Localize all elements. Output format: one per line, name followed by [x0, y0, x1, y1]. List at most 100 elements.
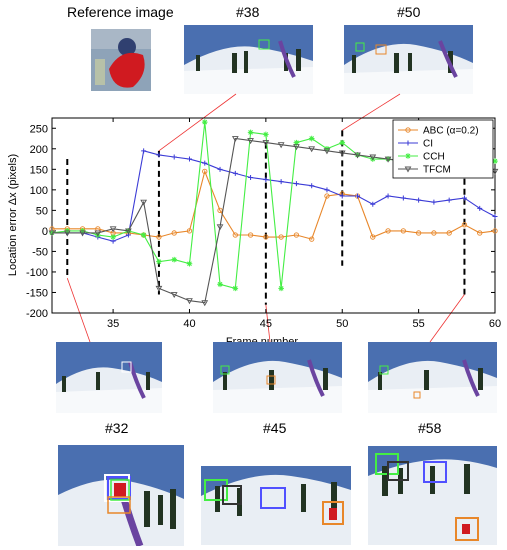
- data-point: [216, 224, 224, 231]
- data-point: [405, 153, 411, 159]
- data-point: [217, 281, 223, 288]
- data-point: [309, 236, 315, 242]
- legend-label: CCH: [423, 152, 445, 163]
- data-point: [278, 285, 284, 292]
- data-point: [477, 230, 483, 236]
- data-point: [201, 119, 208, 125]
- frame-45-label: #45: [263, 420, 287, 436]
- y-tick-label: -150: [26, 287, 48, 299]
- data-point: [156, 258, 162, 265]
- data-point: [156, 234, 162, 240]
- data-point: [400, 195, 406, 201]
- data-point: [416, 197, 422, 203]
- data-point: [308, 146, 316, 153]
- data-point: [171, 154, 177, 160]
- data-point: [385, 228, 391, 234]
- y-tick-label: 0: [42, 226, 48, 238]
- x-tick-label: 60: [489, 318, 501, 330]
- data-point: [247, 232, 254, 238]
- frame-32-thumbnail: [56, 342, 162, 413]
- data-point: [186, 228, 193, 234]
- data-point: [461, 222, 468, 228]
- data-point: [308, 135, 315, 142]
- data-point: [431, 230, 437, 236]
- data-point: [339, 139, 346, 146]
- data-point: [186, 156, 192, 162]
- data-point: [170, 292, 178, 299]
- data-point: [94, 230, 102, 237]
- y-tick-label: 150: [30, 164, 48, 176]
- data-point: [140, 232, 147, 238]
- data-point: [63, 230, 71, 237]
- series-0: [49, 168, 498, 242]
- data-point: [232, 285, 239, 292]
- frame-58-zoom: [368, 446, 497, 545]
- data-point: [324, 187, 330, 193]
- data-point: [186, 298, 193, 305]
- data-point: [354, 152, 361, 159]
- data-point: [247, 138, 254, 145]
- data-point: [232, 232, 238, 238]
- data-point: [262, 140, 270, 147]
- series-line: [52, 169, 496, 240]
- data-point: [370, 201, 376, 207]
- x-tick-label: 45: [260, 318, 272, 330]
- frame-58-label: #58: [418, 420, 442, 436]
- data-point: [446, 230, 452, 236]
- data-point: [491, 168, 499, 175]
- data-point: [155, 285, 163, 292]
- data-point: [400, 228, 406, 234]
- frame-32-label: #32: [105, 420, 129, 436]
- data-point: [109, 226, 117, 233]
- frame-58-thumbnail: [368, 342, 497, 413]
- data-point: [415, 230, 422, 236]
- data-point: [477, 205, 483, 211]
- legend-label: CI: [423, 139, 433, 150]
- frame-45-thumbnail: [213, 342, 342, 413]
- frame-38-thumbnail: [184, 25, 313, 94]
- data-point: [324, 193, 330, 199]
- frame-50-label: #50: [397, 4, 421, 20]
- data-point: [140, 199, 148, 206]
- pointer-line: [342, 93, 401, 131]
- series-line: [52, 150, 496, 242]
- data-point: [171, 256, 178, 263]
- data-point: [404, 166, 412, 173]
- y-axis-label: Location error Δx (pixels): [7, 154, 19, 276]
- y-tick-label: -200: [26, 308, 48, 320]
- data-point: [248, 175, 254, 181]
- data-point: [293, 181, 299, 187]
- data-point: [339, 193, 345, 199]
- data-point: [370, 234, 376, 240]
- data-point: [293, 232, 300, 238]
- data-point: [202, 168, 208, 175]
- frame-38-label: #38: [236, 4, 260, 20]
- y-tick-label: 100: [30, 185, 48, 197]
- legend-label: ABC (α=0.2): [423, 126, 479, 137]
- data-point: [231, 136, 239, 143]
- y-tick-label: 250: [30, 123, 48, 135]
- frame-50-thumbnail: [344, 25, 473, 94]
- data-point: [247, 129, 254, 136]
- data-point: [125, 228, 132, 235]
- pointer-line: [429, 294, 465, 343]
- legend-entry: CI: [398, 139, 433, 150]
- data-point: [492, 228, 498, 234]
- data-point: [186, 260, 193, 267]
- data-point: [110, 234, 116, 240]
- data-point: [461, 195, 467, 201]
- data-point: [405, 127, 411, 133]
- data-point: [278, 234, 284, 240]
- data-point: [156, 152, 162, 158]
- data-point: [201, 300, 209, 307]
- data-point: [309, 183, 315, 189]
- data-point: [338, 150, 346, 157]
- x-tick-label: 40: [183, 318, 195, 330]
- frame-32-zoom: [58, 445, 184, 546]
- data-point: [263, 177, 269, 183]
- pointer-line: [265, 304, 271, 343]
- data-point: [293, 144, 300, 151]
- data-point: [369, 154, 377, 161]
- legend-entry: TFCM: [398, 165, 451, 176]
- legend-label: TFCM: [423, 165, 451, 176]
